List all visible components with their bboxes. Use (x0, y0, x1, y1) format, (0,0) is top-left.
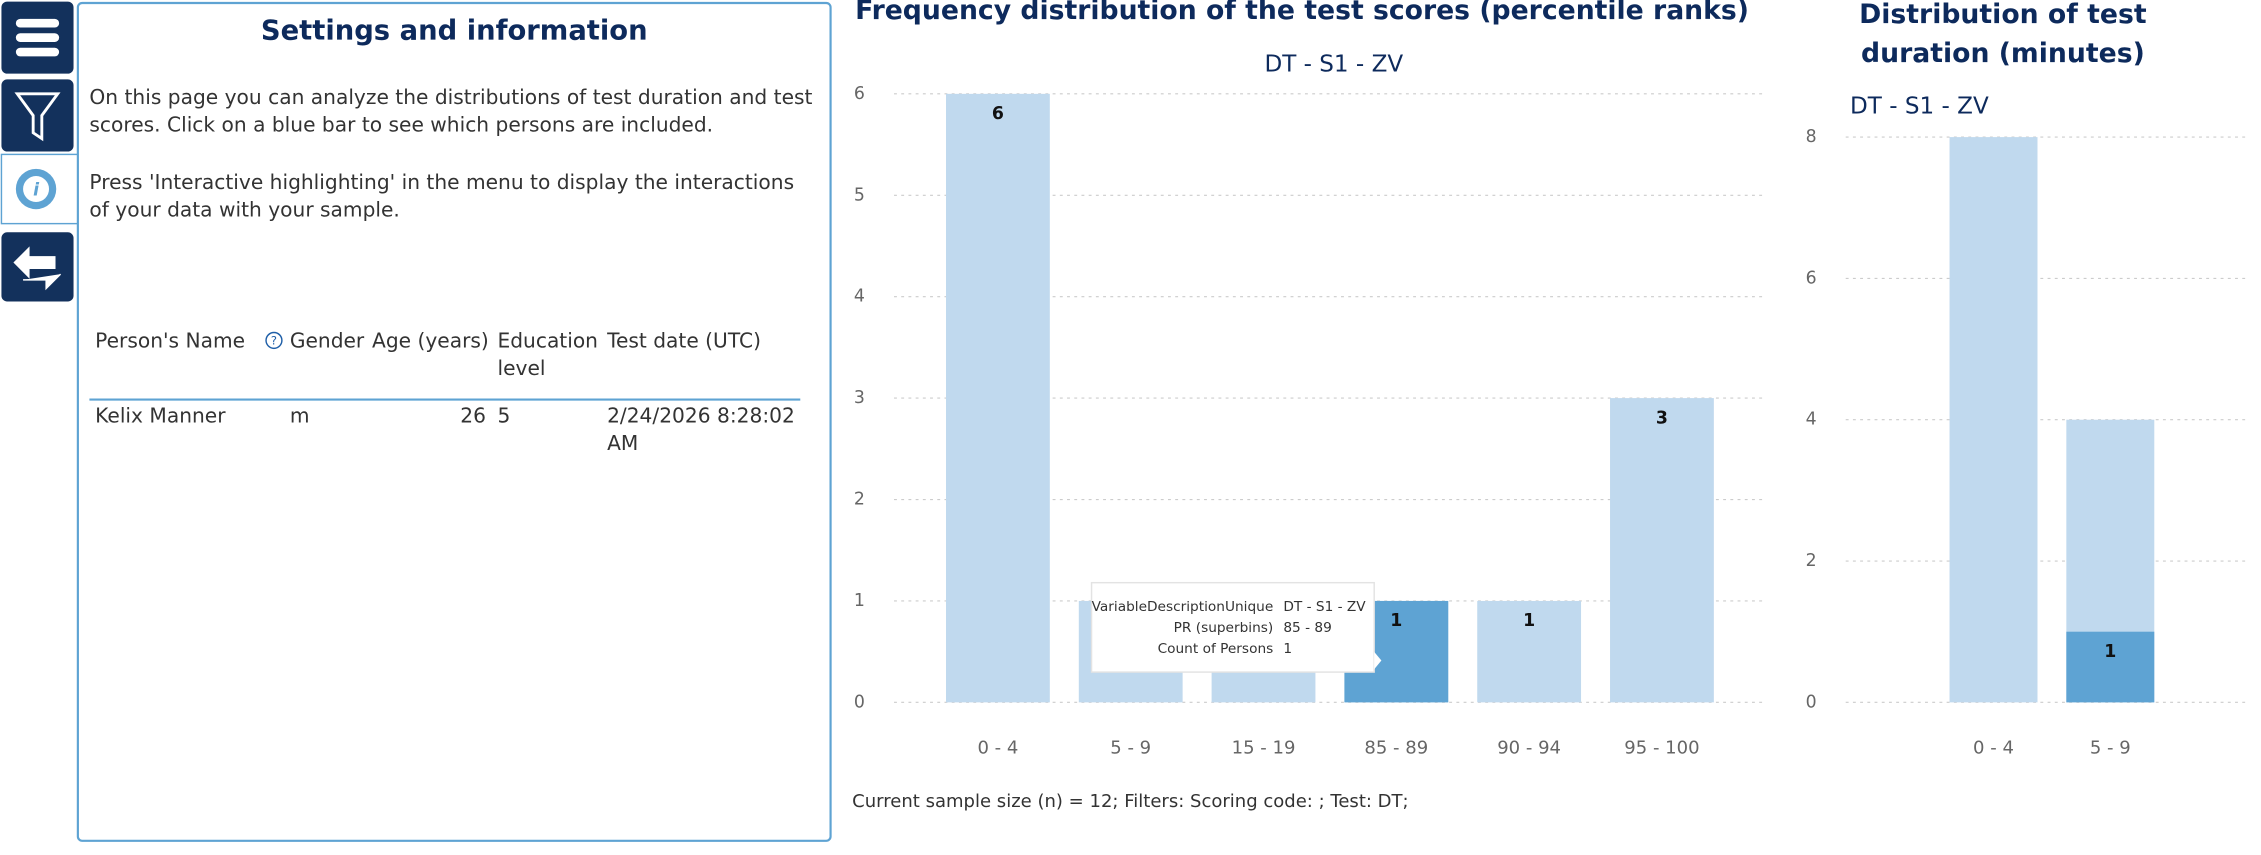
footer: Current sample size (n) = 12; Filters: S… (852, 791, 1408, 812)
y-tick-label: 2 (854, 490, 865, 510)
th-box: Test date (UTC) (607, 330, 761, 354)
plots: 0 1 2 3 4 5 6 0 - 4 6 5 - 9 1 15 - 19 1 85 - 89 1 90 - … (854, 84, 2250, 758)
y-tick-label: 1 (854, 591, 865, 611)
table-header[interactable]: Person's Name (95, 330, 246, 354)
paragraph-box: On this page you can analyze the distrib… (89, 86, 813, 138)
th-box: Gender (289, 330, 365, 354)
y-tick-label: 8 (1806, 127, 1817, 147)
td-box: Kelix Manner (95, 405, 226, 429)
title-box: Distribution of test duration (minutes) (1859, 0, 2147, 70)
th-box: Education level (497, 330, 598, 381)
tooltip-value: DT - S1 - ZV (1283, 599, 1366, 615)
td-box: m (289, 405, 310, 429)
data-label: 1 (1523, 611, 1535, 631)
sidebar: i (0, 1, 79, 302)
paragraph-box: Press 'Interactive highlighting' in the … (89, 171, 795, 223)
y-tick-label: 5 (854, 185, 865, 205)
panel-title: Settings and information (261, 15, 648, 46)
y-tick-label: 6 (854, 84, 865, 104)
tooltip-label: VariableDescriptionUnique (1092, 599, 1274, 615)
data-label: 6 (992, 104, 1004, 124)
navigate-button[interactable] (1, 232, 74, 302)
tooltip-label: Count of Persons (1158, 641, 1274, 657)
x-tick-label: 85 - 89 (1364, 737, 1428, 758)
x-tick-label: 15 - 19 (1232, 737, 1296, 758)
bar[interactable] (946, 93, 1050, 703)
bar[interactable] (1949, 137, 2038, 703)
settings-panel (76, 1, 832, 842)
paragraph: Press 'Interactive highlighting' in the … (89, 171, 795, 223)
paragraph: On this page you can analyze the distrib… (89, 86, 813, 138)
tooltip-box (1090, 581, 1375, 673)
td-box: 26 (460, 405, 486, 429)
tooltip: VariableDescriptionUnique DT - S1 - ZV PR … (1090, 581, 1382, 673)
x-tick-label: 0 - 4 (977, 737, 1018, 758)
svg-text:i: i (33, 180, 40, 200)
y-tick-label: 4 (854, 287, 865, 307)
table-header[interactable]: Gender (289, 330, 365, 354)
x-tick-label: 5 - 9 (1110, 737, 1151, 758)
td-box: 2/24/2026 8:28:02 AM (607, 405, 795, 456)
table-header[interactable]: Age (years) (372, 330, 489, 354)
chart-subtitle: DT - S1 - ZV (1850, 93, 1989, 119)
x-tick-label: 95 - 100 (1624, 737, 1699, 758)
svg-text:?: ? (271, 334, 277, 348)
y-tick-label: 0 (1806, 692, 1817, 712)
data-label: 1 (1390, 611, 1402, 631)
table-cell: 2/24/2026 8:28:02 AM (607, 405, 795, 456)
y-tick-label: 2 (1806, 551, 1817, 571)
tooltip-label: PR (superbins) (1174, 620, 1274, 636)
bar[interactable] (2066, 631, 2155, 703)
td-box: 5 (497, 405, 511, 429)
table-cell: 5 (497, 405, 511, 429)
tooltip-value: 85 - 89 (1283, 620, 1331, 636)
x-tick-label: 5 - 9 (2090, 737, 2131, 758)
data-label: 1 (2104, 642, 2116, 662)
info-button[interactable]: i (0, 153, 79, 225)
table-cell: Kelix Manner (95, 405, 226, 429)
table-cell: 26 (460, 405, 486, 429)
th-box: Person's Name (95, 330, 246, 354)
th-box: Age (years) (372, 330, 489, 354)
y-tick-label: 3 (854, 388, 865, 408)
y-tick-label: 6 (1806, 268, 1817, 288)
chart-subtitle: DT - S1 - ZV (1264, 52, 1403, 78)
table-header[interactable]: Test date (UTC) (607, 330, 761, 354)
tooltip-value: 1 (1283, 641, 1292, 657)
data-label: 3 (1656, 408, 1668, 428)
y-tick-label: 4 (1806, 410, 1817, 430)
bar[interactable] (1610, 398, 1714, 703)
x-tick-label: 90 - 94 (1497, 737, 1561, 758)
chart-title: Frequency distribution of the test score… (855, 0, 1749, 26)
menu-button[interactable] (1, 1, 74, 74)
chart-title: Distribution of test duration (minutes) (1859, 0, 2147, 70)
table-cell: m (289, 405, 310, 429)
y-tick-label: 0 (854, 692, 865, 712)
x-tick-label: 0 - 4 (1973, 737, 2014, 758)
bar[interactable] (1477, 600, 1582, 703)
tooltip-pointer (1374, 651, 1382, 670)
filter-button[interactable] (1, 79, 74, 152)
table-header[interactable]: Education level (497, 330, 598, 381)
help-icon[interactable]: ? (265, 331, 283, 350)
